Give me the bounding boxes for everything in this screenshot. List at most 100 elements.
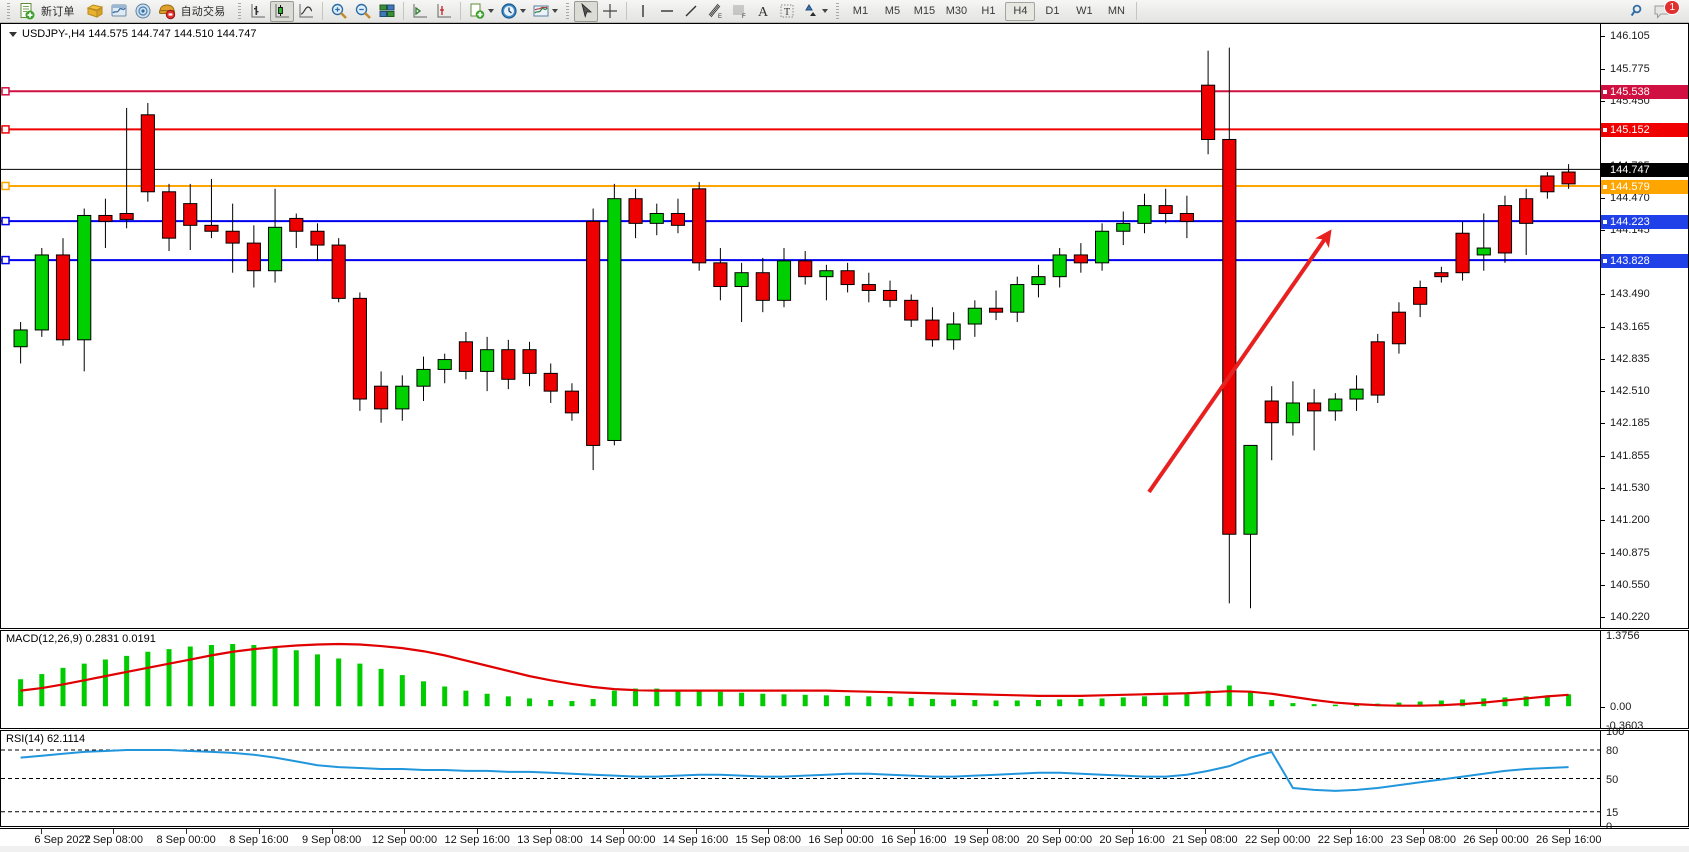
candle-body (1179, 212, 1194, 222)
macd-pane[interactable]: 1.3756 0.00 -0.3603 MACD(12,26,9) 0.2831 0… (0, 629, 1689, 732)
toolbar-grip-4[interactable] (834, 2, 842, 20)
timeframe-m1[interactable]: M1 (852, 5, 869, 17)
candle-body (988, 307, 1004, 313)
price-tag-resistance-1[interactable]: 145.538 (1601, 85, 1688, 100)
candle (289, 213, 304, 249)
timeframe-mn[interactable]: MN (1107, 5, 1125, 17)
candle-body (564, 390, 580, 414)
timeframe-h1[interactable]: H1 (981, 5, 996, 17)
price-line-handle-resistance-2[interactable] (1, 125, 10, 134)
timeframe-m5[interactable]: M5 (884, 5, 901, 17)
price-tag-label: 144.579 (1610, 180, 1650, 193)
auto-scroll-icon[interactable] (432, 1, 456, 22)
timeframe-d1[interactable]: D1 (1045, 5, 1060, 17)
chevron-down-icon[interactable] (488, 9, 495, 13)
time-tick-label: 26 Sep 16:00 (1536, 834, 1602, 846)
price-line-handle-resistance-1[interactable] (1, 87, 10, 96)
rsi-tick: 50 (1606, 773, 1619, 786)
templates-icon[interactable] (529, 1, 561, 22)
price-line-handle-support-1[interactable] (1, 216, 10, 226)
chart-grid-icon[interactable] (375, 1, 399, 22)
text-label-icon[interactable]: T (775, 1, 799, 22)
chevron-down-icon-3[interactable] (552, 9, 559, 13)
candle-body (692, 188, 707, 264)
toolbar-grip-2[interactable] (236, 2, 244, 20)
candle-body (183, 203, 198, 226)
crosshair-icon[interactable] (598, 1, 622, 22)
chart-dropdown-icon[interactable] (9, 31, 17, 37)
shapes-icon[interactable] (799, 1, 831, 22)
time-tick-mark (1132, 829, 1134, 834)
new-order-button[interactable]: 新订单 (15, 1, 83, 22)
timeframe-m15[interactable]: M15 (913, 5, 936, 17)
timeframe-m30[interactable]: M30 (945, 5, 968, 17)
vertical-line-icon[interactable] (631, 1, 655, 22)
time-tick-label: 8 Sep 00:00 (156, 834, 216, 846)
candle (1158, 188, 1173, 224)
candle (925, 307, 940, 347)
price-tag-bid-price[interactable]: 144.747 (1601, 163, 1688, 178)
time-tick-label: 21 Sep 08:00 (1172, 834, 1238, 846)
timeframe-h4[interactable]: H4 (1005, 1, 1036, 21)
time-tick-label: 20 Sep 16:00 (1099, 834, 1165, 846)
add-indicator-icon[interactable] (465, 1, 497, 22)
period-clock-icon[interactable] (497, 1, 529, 22)
horizontal-line-icon[interactable] (655, 1, 679, 22)
auto-trading-button[interactable]: 自动交易 (155, 1, 234, 22)
line-chart-icon[interactable] (294, 1, 318, 22)
candle-body (437, 359, 452, 370)
bar-chart-icon[interactable] (246, 1, 270, 22)
text-icon[interactable]: A (751, 1, 775, 22)
navigator-icon[interactable] (131, 1, 155, 22)
market-watch-icon[interactable] (107, 1, 131, 22)
profile-icon[interactable] (83, 1, 107, 22)
zoom-in-icon[interactable] (327, 1, 351, 22)
shift-chart-icon[interactable] (408, 1, 432, 22)
toolbar-grip-3[interactable] (564, 2, 572, 20)
chevron-down-icon-4[interactable] (822, 9, 829, 13)
candlestick-chart-icon[interactable] (270, 0, 295, 22)
equidistant-channel-icon[interactable]: E (703, 1, 727, 22)
candle-body (1370, 341, 1385, 396)
bullish-trend-arrow[interactable] (1147, 229, 1332, 494)
candle-body (458, 341, 473, 372)
price-tag-order-level[interactable]: 144.579 (1601, 179, 1688, 194)
price-line-handle-order-level[interactable] (1, 181, 10, 191)
search-icon[interactable] (1626, 1, 1650, 22)
price-tick: 142.835 (1601, 353, 1650, 365)
fibonacci-icon[interactable]: F (727, 1, 751, 22)
candle-body (1222, 138, 1237, 535)
price-pane[interactable]: 146.105145.775145.450145.125144.795144.4… (0, 23, 1689, 629)
macd-label: MACD(12,26,9) 0.2831 0.0191 (6, 633, 156, 645)
chart-title[interactable]: USDJPY-,H4 144.575 144.747 144.510 144.7… (6, 27, 260, 41)
price-line-handle-support-2[interactable] (1, 255, 10, 265)
price-tag-support-1[interactable]: 144.223 (1601, 215, 1688, 230)
time-tick-mark (113, 829, 115, 834)
candle (161, 183, 177, 251)
candle-body (1391, 311, 1407, 345)
price-plot-area[interactable] (1, 24, 1688, 628)
candle-body (1201, 84, 1216, 140)
rsi-pane[interactable]: 100 80 50 15 0 RSI(14) 62.1114 (0, 726, 1689, 833)
price-axis[interactable]: 146.105145.775145.450145.125144.795144.4… (1600, 24, 1688, 628)
toolbar-grip[interactable] (5, 2, 12, 20)
price-tag-resistance-2[interactable]: 145.152 (1601, 123, 1688, 138)
time-tick-mark (841, 829, 843, 834)
time-tick-label: 22 Sep 16:00 (1317, 834, 1384, 846)
chart-container[interactable]: 146.105145.775145.450145.125144.795144.4… (0, 23, 1689, 852)
candle (1094, 223, 1110, 271)
alerts-icon[interactable]: 1 (1650, 0, 1683, 22)
candle (34, 248, 49, 337)
zoom-out-icon[interactable] (351, 1, 375, 22)
candle-body (586, 220, 601, 446)
candle (776, 248, 792, 308)
price-tag-support-2[interactable]: 143.828 (1601, 254, 1688, 269)
chevron-down-icon-2[interactable] (520, 9, 527, 13)
candle (1285, 381, 1300, 436)
cursor-icon[interactable] (574, 0, 599, 22)
macd-tick: 1.3756 (1606, 629, 1640, 642)
candle-body (1540, 175, 1555, 193)
trendline-icon[interactable] (679, 1, 703, 22)
candle-body (1010, 284, 1025, 313)
timeframe-w1[interactable]: W1 (1076, 5, 1093, 17)
